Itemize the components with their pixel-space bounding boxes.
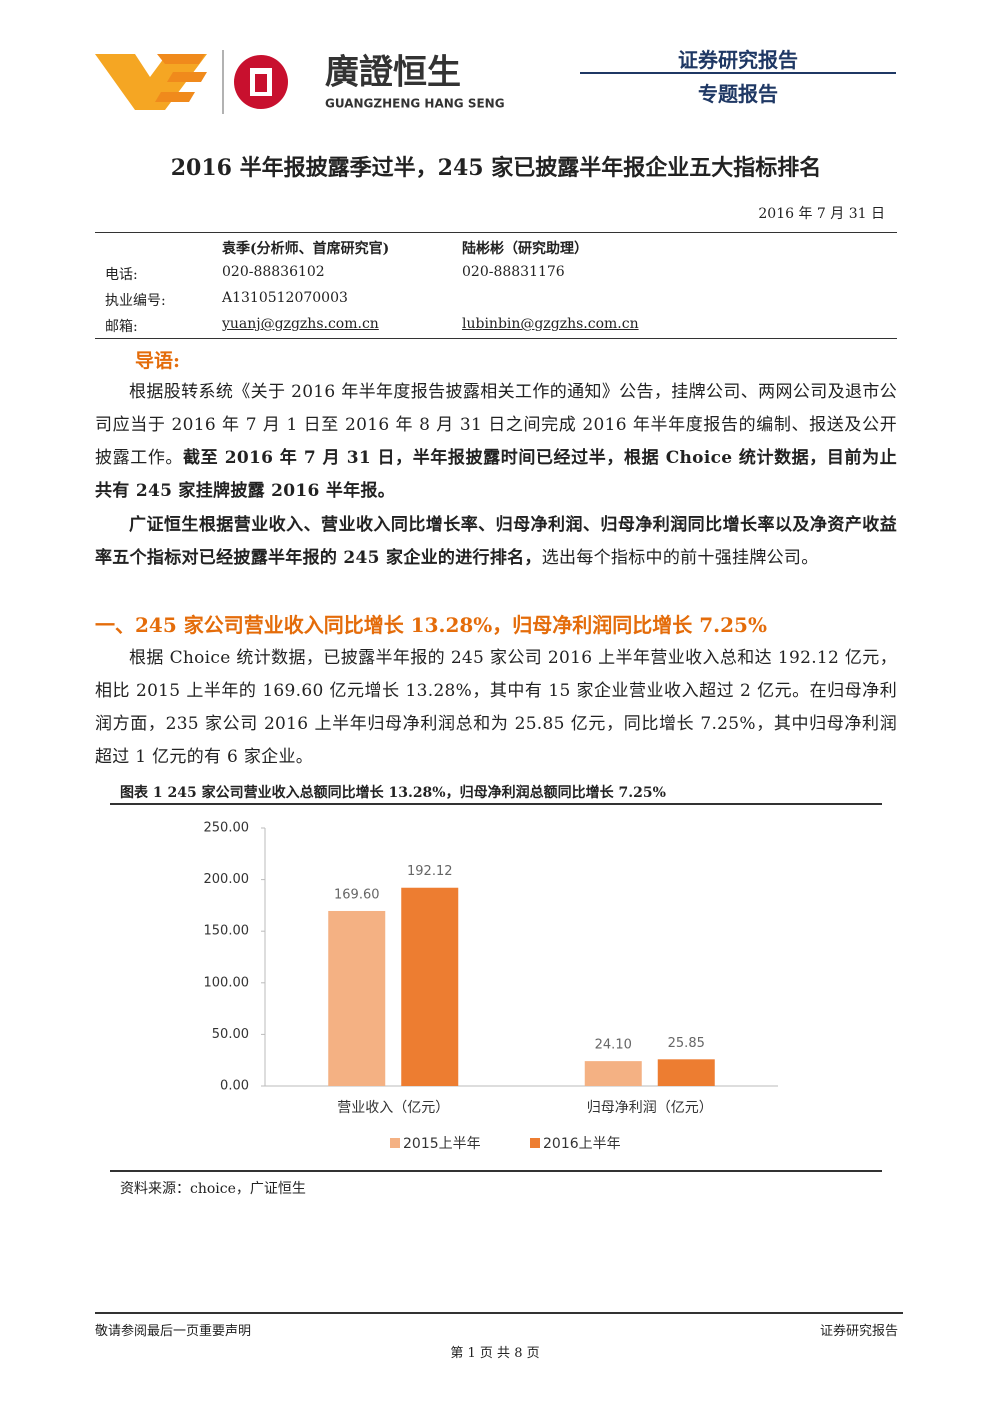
text-run: 选出每个指标中的前十强挂牌公司。 — [541, 548, 819, 568]
y-tick-label: 100.00 — [204, 975, 250, 990]
value-label: 169.60 — [334, 887, 380, 902]
chart: 0.00 50.00 100.00 150.00 200.00 250.00 营业收入（亿元… — [204, 821, 778, 1152]
y-tick-label: 200.00 — [204, 872, 250, 887]
figure-rule — [110, 1170, 882, 1172]
footer-rule — [95, 1312, 903, 1314]
contact-rule — [95, 232, 897, 233]
y-tick-label: 0.00 — [220, 1079, 249, 1094]
text-run: 截至 2016 年 7 月 31 日，半年报披露时间已经过半，根据 Choice… — [95, 448, 898, 501]
phone: 020-88831176 — [462, 264, 565, 280]
bar — [401, 887, 459, 1086]
figure-source: 资料来源：choice，广证恒生 — [120, 1181, 306, 1197]
logo: 廣證恒生 GUANGZHENG HANG SENG — [95, 50, 505, 114]
footer-notice: 敬请参阅最后一页重要声明 — [95, 1324, 252, 1339]
value-label: 25.85 — [668, 1036, 705, 1051]
report-type: 证券研究报告 — [678, 48, 798, 72]
analyst-name: 陆彬彬（研究助理） — [462, 241, 588, 257]
label: 邮箱: — [105, 319, 138, 335]
brand-en: GUANGZHENG HANG SENG — [325, 97, 505, 111]
bar — [584, 1061, 642, 1086]
date: 2016 年 7 月 31 日 — [758, 206, 885, 222]
intro-heading: 导语: — [135, 350, 181, 372]
license: A1310512070003 — [222, 290, 348, 306]
figure-rule — [110, 803, 882, 805]
section-heading: 一、245 家公司营业收入同比增长 13.28%，归母净利润同比增长 7.25% — [95, 613, 767, 637]
figure-caption: 图表 1 245 家公司营业收入总额同比增长 13.28%，归母净利润总额同比增… — [120, 785, 666, 801]
legend-label: 2016上半年 — [543, 1136, 621, 1152]
paragraph: 根据股转系统《关于 2016 年半年度报告披露相关工作的通知》公告，挂牌公司、两… — [95, 376, 897, 508]
value-label: 24.10 — [595, 1038, 632, 1053]
bar — [328, 910, 386, 1086]
page-number: 第 1 页 共 8 页 — [450, 1346, 540, 1361]
x-tick-label: 营业收入（亿元） — [337, 1100, 449, 1116]
paragraph: 广证恒生根据营业收入、营业收入同比增长率、归母净利润、归母净利润同比增长率以及净… — [95, 509, 897, 575]
analyst-name: 袁季(分析师、首席研究官) — [222, 241, 390, 257]
legend-swatch — [530, 1138, 540, 1148]
y-tick-label: 50.00 — [212, 1027, 249, 1042]
paragraph: 根据 Choice 统计数据，已披露半年报的 245 家公司 2016 上半年营… — [95, 642, 897, 774]
text-run: 广证恒生根据营业收入、营业收入同比增长率、归母净利润、归母净利润同比增长率以及净… — [95, 515, 897, 568]
title: 2016 半年报披露季过半，245 家已披露半年报企业五大指标排名 — [170, 155, 822, 181]
report-subtype: 专题报告 — [698, 82, 778, 106]
header-rule — [580, 72, 896, 74]
text-run: 根据 Choice 统计数据，已披露半年报的 245 家公司 2016 上半年营… — [95, 648, 897, 767]
value-label: 192.12 — [407, 864, 453, 879]
x-tick-label: 归母净利润（亿元） — [587, 1099, 713, 1116]
y-tick-label: 250.00 — [204, 821, 250, 836]
email[interactable]: yuanj@gzgzhs.com.cn — [222, 316, 379, 332]
footer-label: 证券研究报告 — [819, 1324, 898, 1339]
phone: 020-88836102 — [222, 264, 325, 280]
legend-label: 2015上半年 — [403, 1136, 481, 1152]
email[interactable]: lubinbin@gzgzhs.com.cn — [462, 316, 639, 332]
label: 执业编号: — [105, 293, 166, 309]
legend-swatch — [390, 1138, 400, 1148]
brand: 廣證恒生 — [325, 53, 461, 93]
bar — [657, 1059, 715, 1086]
label: 电话: — [105, 267, 138, 283]
text-run: 根据股转系统《关于 2016 年半年度报告披露相关工作的通知》公告，挂牌公司、两… — [95, 382, 897, 468]
contact-rule — [95, 338, 897, 339]
y-tick-label: 150.00 — [204, 924, 250, 939]
